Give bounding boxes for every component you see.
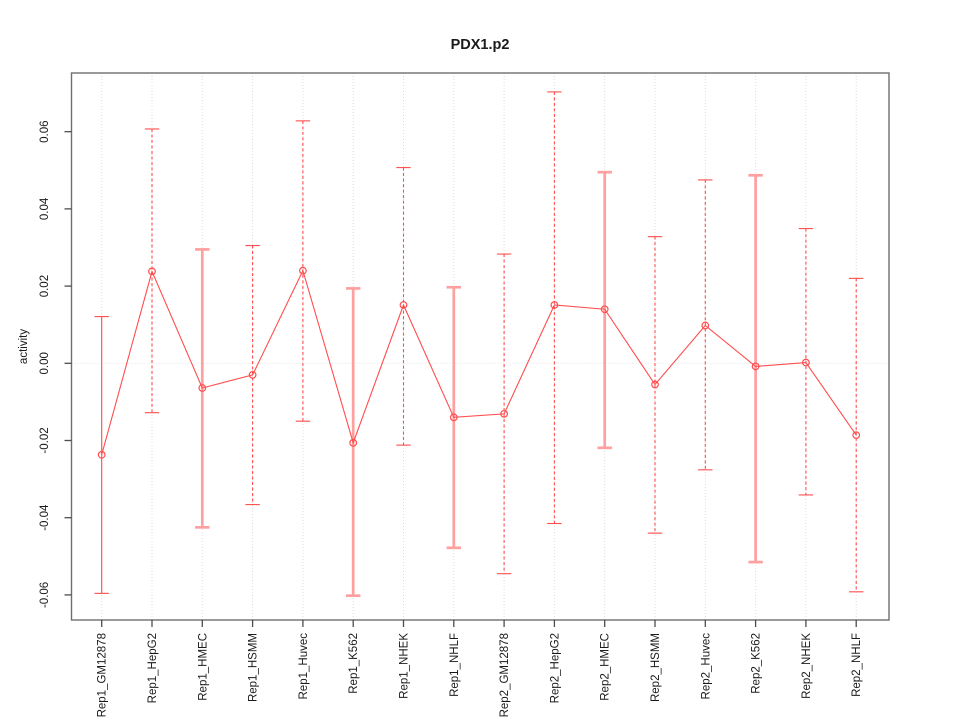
x-tick-label: Rep1_NHLF (449, 633, 461, 697)
x-tick-label: Rep2_HepG2 (549, 633, 561, 703)
data-point (198, 384, 207, 392)
x-tick-label: Rep1_K562 (348, 633, 360, 694)
plot-box (70, 72, 890, 621)
y-tick-label: 0.02 (39, 275, 51, 297)
gridlines (71, 73, 889, 620)
error-bars (94, 91, 864, 598)
data-point (349, 438, 358, 447)
x-tick-label: Rep2_Huvec (700, 633, 712, 700)
y-tick-label: -0.02 (39, 427, 51, 453)
data-point (399, 301, 408, 309)
chart-title: PDX1.p2 (451, 37, 510, 53)
data-point (449, 413, 458, 422)
x-tick-label: Rep2_NHEK (801, 633, 813, 699)
data-point (751, 362, 760, 371)
data-point (248, 370, 257, 379)
x-tick-label: Rep1_HSMM (248, 633, 260, 702)
x-tick-label: Rep2_GM12878 (499, 633, 511, 717)
series-line (101, 269, 857, 455)
y-tick-labels: -0.06 -0.04 -0.02 0.00 0.02 0.04 0.06 (39, 120, 51, 608)
data-point (852, 431, 861, 439)
x-tick-label: Rep1_Huvec (298, 633, 310, 700)
x-tick-label: Rep1_HMEC (197, 633, 209, 701)
data-point (701, 321, 710, 330)
x-tick-label: Rep2_K562 (751, 633, 763, 694)
data-point (802, 358, 810, 367)
data-point (651, 380, 659, 389)
error-bar (849, 277, 864, 593)
error-bar (94, 316, 109, 594)
data-point (148, 267, 156, 276)
x-tick-label: Rep1_NHEK (399, 633, 411, 699)
x-tick-labels: Rep1_GM12878 Rep1_HepG2 Rep1_HMEC Rep1_HSMM… (97, 633, 864, 718)
axes (64, 72, 890, 627)
x-tick-label: Rep1_GM12878 (97, 633, 109, 717)
data-points (97, 266, 861, 459)
series-polyline (101, 269, 857, 455)
error-bar (245, 245, 260, 506)
y-axis-label: activity (18, 329, 30, 364)
x-tick-label: Rep2_HSMM (650, 633, 662, 702)
data-point (97, 450, 106, 459)
data-point (500, 409, 509, 418)
y-tick-label: -0.06 (39, 582, 51, 608)
x-tick-label: Rep2_HMEC (600, 633, 612, 701)
error-bar (748, 173, 763, 564)
y-tick-label: -0.04 (39, 504, 51, 531)
x-tick-label: Rep1_HepG2 (147, 633, 159, 703)
error-bar (144, 128, 160, 414)
y-tick-label: 0.00 (39, 352, 51, 374)
data-point (299, 266, 307, 275)
x-tick-label: Rep2_NHLF (851, 633, 863, 697)
data-point (550, 301, 559, 309)
data-point (600, 305, 609, 314)
error-bar (647, 236, 663, 534)
y-tick-label: 0.06 (39, 120, 51, 142)
y-tick-label: 0.04 (39, 197, 51, 220)
error-bar (798, 228, 814, 496)
